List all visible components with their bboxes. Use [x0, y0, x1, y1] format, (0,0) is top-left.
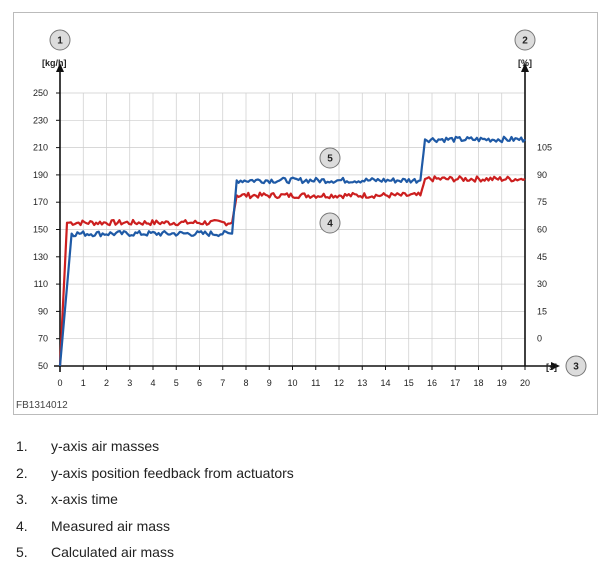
chart-panel	[13, 12, 598, 415]
figure-id: FB1314012	[16, 400, 68, 411]
y-left-tick-label: 70	[38, 334, 48, 344]
legend-number: 4.	[16, 517, 28, 534]
legend-number: 3.	[16, 491, 28, 507]
legend-number: 1.	[16, 438, 28, 454]
legend-number: 5.	[16, 544, 28, 560]
callout-3: 3	[565, 355, 587, 377]
x-tick-label: 4	[150, 378, 155, 388]
left-axis-unit: [kg/h]	[42, 58, 67, 68]
callout-3-number: 3	[573, 362, 579, 373]
y-left-tick-label: 50	[38, 361, 48, 371]
y-right-tick-label: 105	[537, 143, 552, 153]
x-axis-arrow	[551, 362, 560, 370]
x-tick-label: 3	[127, 378, 132, 388]
legend-text: y-axis position feedback from actuators	[51, 464, 294, 481]
legend-item: 2. y-axis position feedback from actuator…	[16, 465, 596, 492]
y-right-tick-label: 60	[537, 225, 547, 235]
right-axis-arrow	[521, 63, 529, 72]
x-tick-label: 0	[57, 378, 62, 388]
x-tick-label: 1	[81, 378, 86, 388]
legend-text: Measured air mass	[51, 517, 171, 534]
callout-4: 4	[319, 212, 341, 234]
x-axis-unit: [s]	[546, 362, 557, 372]
x-tick-label: 15	[404, 378, 414, 388]
x-tick-label: 9	[267, 378, 272, 388]
x-tick-label: 8	[243, 378, 248, 388]
callout-1: 1	[49, 29, 71, 51]
x-tick-label: 6	[197, 378, 202, 388]
y-right-tick-label: 75	[537, 197, 547, 207]
y-left-tick-label: 210	[33, 143, 48, 153]
axes	[54, 63, 560, 372]
y-right-tick-label: 15	[537, 306, 547, 316]
series-lines	[58, 135, 526, 367]
x-tick-label: 16	[427, 378, 437, 388]
y-left-tick-label: 130	[33, 252, 48, 262]
legend-list: 1. y-axis air masses 2. y-axis position fe…	[16, 438, 596, 571]
y-left-tick-label: 190	[33, 170, 48, 180]
y-right-tick-label: 90	[537, 170, 547, 180]
x-tick-label: 2	[104, 378, 109, 388]
x-tick-label: 11	[311, 378, 320, 388]
x-tick-label: 18	[473, 378, 483, 388]
x-tick-label: 14	[380, 378, 390, 388]
x-tick-label: 10	[287, 378, 297, 388]
left-axis-arrow	[56, 63, 64, 72]
legend-number: 2.	[16, 464, 28, 481]
y-right-tick-label: 30	[537, 279, 547, 289]
callout-5: 5	[319, 147, 341, 169]
x-tick-label: 17	[450, 378, 460, 388]
right-axis-unit: [%]	[518, 58, 532, 68]
callout-4-number: 4	[327, 219, 333, 230]
callout-3-circle	[565, 355, 587, 377]
callout-1-number: 1	[57, 36, 63, 47]
y-right-tick-label: 45	[537, 252, 547, 262]
callout-5-number: 5	[327, 154, 333, 165]
y-left-tick-label: 110	[34, 279, 48, 289]
grid	[60, 92, 525, 366]
tick-labels: 0 1 2 3 4 5 6 7 8 9 10 11 12 13 14 15 16 17 18 19 2050709011…	[33, 88, 552, 388]
y-left-tick-label: 230	[33, 115, 48, 125]
legend-text: Calculated air mass	[51, 544, 174, 560]
callout-1-circle	[49, 29, 71, 51]
x-tick-label: 5	[174, 378, 179, 388]
callout-2-circle	[514, 29, 536, 51]
chart-figure: 0 1 2 3 4 5 6 7 8 9 10 11 12 13 14 15 16 17 18 19 20 50 70 90 11…	[13, 12, 598, 415]
x-tick-label: 13	[357, 378, 367, 388]
series-line-5	[58, 135, 526, 367]
y-right-tick-label: 0	[537, 334, 542, 344]
legend-item: 4. Measured air mass	[16, 518, 596, 545]
x-tick-label: 20	[520, 378, 530, 388]
series-line-4	[58, 175, 526, 367]
legend-item: 3. x-axis time	[16, 491, 596, 518]
callout-2-number: 2	[522, 36, 528, 47]
callout-5-circle	[319, 147, 341, 169]
legend-item: 5. Calculated air mass	[16, 544, 596, 571]
callout-4-circle	[319, 212, 341, 234]
chart-svg: 0 1 2 3 4 5 6 7 8 9 10 11 12 13 14 15 16 17 18 19 2050709011…	[13, 12, 598, 415]
x-tick-label: 12	[334, 378, 344, 388]
callout-2: 2	[514, 29, 536, 51]
legend-text: y-axis air masses	[51, 438, 160, 454]
x-tick-label: 7	[220, 378, 225, 388]
x-tick-label: 19	[497, 378, 507, 388]
y-left-tick-label: 150	[33, 225, 48, 235]
y-left-tick-label: 90	[38, 306, 48, 316]
y-left-tick-label: 250	[33, 88, 48, 98]
legend-text: x-axis time	[51, 491, 118, 507]
y-left-tick-label: 170	[33, 197, 48, 207]
legend-item: 1. y-axis air masses	[16, 438, 596, 465]
